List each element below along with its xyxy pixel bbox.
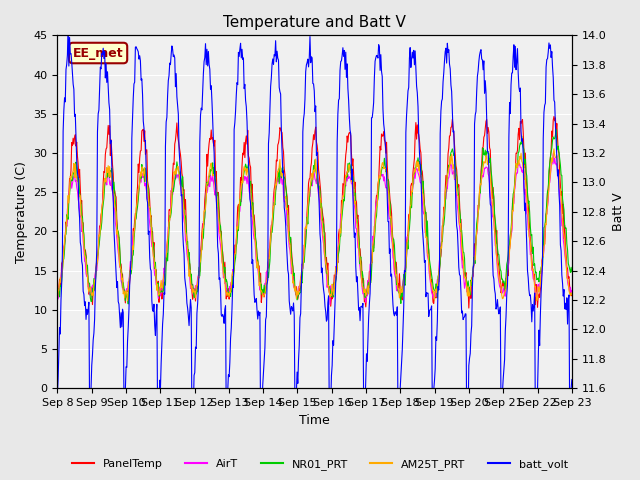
Y-axis label: Batt V: Batt V: [612, 192, 625, 231]
Legend: PanelTemp, AirT, NR01_PRT, AM25T_PRT, batt_volt: PanelTemp, AirT, NR01_PRT, AM25T_PRT, ba…: [68, 455, 572, 474]
X-axis label: Time: Time: [300, 414, 330, 427]
Y-axis label: Temperature (C): Temperature (C): [15, 161, 28, 263]
Title: Temperature and Batt V: Temperature and Batt V: [223, 15, 406, 30]
Text: EE_met: EE_met: [73, 47, 124, 60]
